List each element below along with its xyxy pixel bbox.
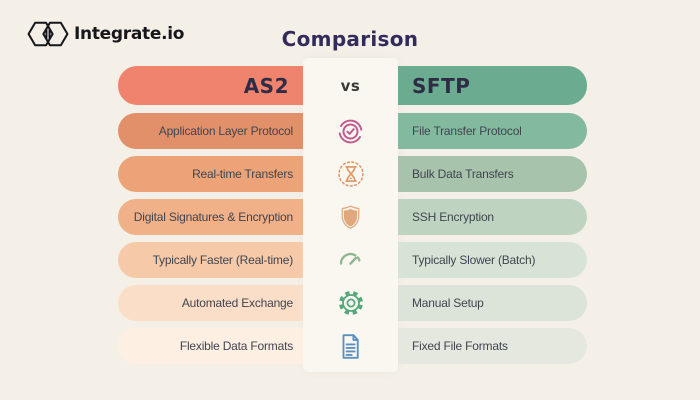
speedometer-icon (339, 252, 361, 265)
as2-cell-label: Digital Signatures & Encryption (133, 210, 293, 224)
icon-cell (303, 242, 398, 278)
sftp-cell: Typically Slower (Batch) (398, 242, 587, 278)
comparison-grid: AS2 vs SFTP Application Layer Protocol (118, 66, 587, 371)
as2-cell: Flexible Data Formats (118, 328, 303, 364)
as2-cell: Real-time Transfers (118, 156, 303, 192)
icon-cell (303, 113, 398, 149)
as2-cell-label: Typically Faster (Real-time) (152, 253, 294, 267)
icon-cell (303, 156, 398, 192)
table-row: Flexible Data Formats Fixed File Formats (118, 328, 587, 364)
vs-cell: vs (303, 66, 398, 105)
vs-label: vs (340, 76, 361, 95)
sftp-cell-label: SSH Encryption (412, 210, 494, 224)
table-row: Automated Exchange Manual Setup (118, 285, 587, 321)
sftp-cell-label: Bulk Data Transfers (412, 167, 514, 181)
sftp-header-pill: SFTP (398, 66, 587, 105)
as2-header-label: AS2 (243, 73, 289, 98)
document-icon (342, 333, 359, 359)
as2-cell-label: Flexible Data Formats (179, 339, 293, 353)
logo-text: Integrate.io (74, 24, 185, 44)
sftp-cell-label: File Transfer Protocol (412, 124, 522, 138)
hourglass-icon (337, 161, 364, 187)
check-circle-icon (338, 119, 363, 143)
table-row: Digital Signatures & Encryption SSH Encr… (118, 199, 587, 235)
as2-cell: Application Layer Protocol (118, 113, 303, 149)
icon-cell (303, 285, 398, 321)
integrate-hexagons-icon (27, 21, 69, 47)
sftp-header-label: SFTP (412, 73, 471, 98)
as2-cell: Digital Signatures & Encryption (118, 199, 303, 235)
as2-cell: Typically Faster (Real-time) (118, 242, 303, 278)
shield-icon (341, 205, 360, 229)
logo: Integrate.io (27, 18, 184, 50)
gear-icon (338, 291, 363, 315)
as2-cell-label: Automated Exchange (181, 296, 293, 310)
sftp-cell: SSH Encryption (398, 199, 587, 235)
table-row: Application Layer Protocol File Transfer… (118, 113, 587, 149)
as2-header-pill: AS2 (118, 66, 303, 105)
table-row: Typically Faster (Real-time) Typically S… (118, 242, 587, 278)
as2-cell: Automated Exchange (118, 285, 303, 321)
table-row: Real-time Transfers Bulk Data Transfers (118, 156, 587, 192)
header-row: AS2 vs SFTP (118, 66, 587, 105)
sftp-cell: Fixed File Formats (398, 328, 587, 364)
sftp-cell-label: Manual Setup (412, 296, 484, 310)
sftp-cell-label: Fixed File Formats (412, 339, 508, 353)
icon-cell (303, 328, 398, 364)
page-title: Comparison (281, 27, 419, 51)
sftp-cell: Bulk Data Transfers (398, 156, 587, 192)
sftp-cell: File Transfer Protocol (398, 113, 587, 149)
sftp-cell-label: Typically Slower (Batch) (412, 253, 536, 267)
icon-cell (303, 199, 398, 235)
as2-cell-label: Real-time Transfers (192, 167, 293, 181)
as2-cell-label: Application Layer Protocol (158, 124, 293, 138)
sftp-cell: Manual Setup (398, 285, 587, 321)
